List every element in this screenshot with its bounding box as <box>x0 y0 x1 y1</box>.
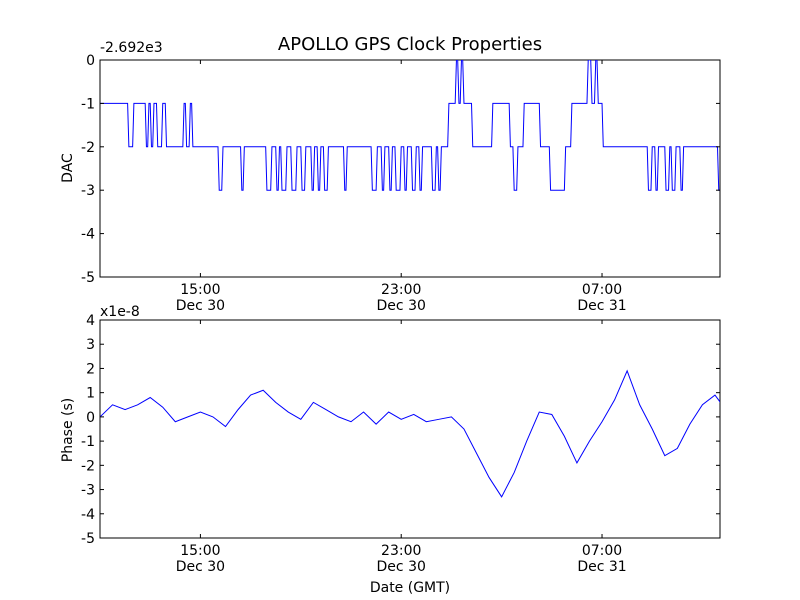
phase-ytick-label: 1 <box>86 386 95 402</box>
phase-xtick-time-label: 07:00 <box>582 543 622 559</box>
phase-ytick-label: -5 <box>81 531 95 547</box>
dac-data-layer <box>100 60 720 191</box>
phase-ytick-label: 0 <box>86 410 95 426</box>
dac-series-line <box>100 60 720 191</box>
phase-xtick-time-label: 15:00 <box>180 543 220 559</box>
phase-ytick-label: 3 <box>86 337 95 353</box>
phase-ytick-label: 4 <box>86 313 95 329</box>
dac-ytick-label: -4 <box>81 227 95 243</box>
dac-xtick-date-label: Dec 30 <box>377 298 426 314</box>
dac-ytick-label: -3 <box>81 183 95 199</box>
dac-xtick-time-label: 15:00 <box>180 282 220 298</box>
phase-ytick-label: -3 <box>81 483 95 499</box>
phase-ytick-label: 2 <box>86 361 95 377</box>
phase-plot-area <box>99 319 721 539</box>
dac-ytick-label: -1 <box>81 96 95 112</box>
phase-data-layer <box>100 369 720 498</box>
dac-ytick-label: -2 <box>81 140 95 156</box>
phase-series-line <box>100 369 720 498</box>
phase-xtick-date-label: Dec 30 <box>176 559 225 575</box>
phase-xlabel: Date (GMT) <box>370 580 450 596</box>
phase-xtick-date-label: Dec 30 <box>377 559 426 575</box>
dac-xtick-time-label: 07:00 <box>582 282 622 298</box>
dac-offset-label: -2.692e3 <box>100 40 163 56</box>
phase-ytick-label: -2 <box>81 458 95 474</box>
dac-plot-area <box>99 59 721 278</box>
phase-xtick-date-label: Dec 31 <box>577 559 626 575</box>
phase-xtick-time-label: 23:00 <box>381 543 421 559</box>
dac-xtick-time-label: 23:00 <box>381 282 421 298</box>
dac-ytick-label: -5 <box>81 270 95 286</box>
phase-ytick-label: -1 <box>81 434 95 450</box>
dac-xtick-date-label: Dec 30 <box>176 298 225 314</box>
phase-ytick-label: -4 <box>81 507 95 523</box>
phase-ylabel: Phase (s) <box>60 398 76 462</box>
dac-ylabel: DAC <box>60 153 76 183</box>
dac-xtick-date-label: Dec 31 <box>577 298 626 314</box>
figure-title: APOLLO GPS Clock Properties <box>278 34 542 55</box>
phase-offset-label: x1e-8 <box>100 304 140 320</box>
dac-ytick-label: 0 <box>86 53 95 69</box>
